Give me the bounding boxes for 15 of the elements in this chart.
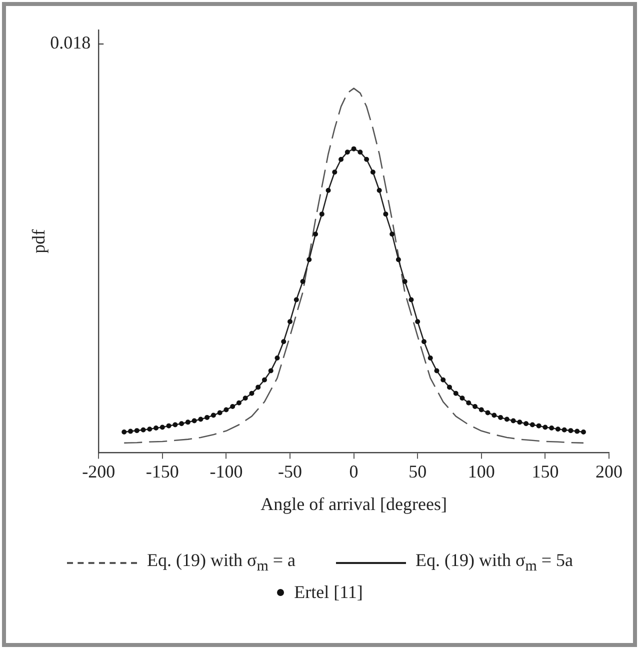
- x-tick-label: 0: [349, 461, 358, 482]
- x-tick-label: 150: [532, 461, 559, 482]
- x-axis-title: Angle of arrival [degrees]: [260, 494, 448, 514]
- legend-label: Eq. (19) with σ$_{m}$ = a: [147, 550, 296, 576]
- y-axis-title: pdf: [28, 229, 49, 254]
- x-tick-label: -150: [146, 461, 179, 482]
- x-tick-label: 50: [408, 461, 427, 482]
- text: 0.018: [50, 32, 91, 53]
- legend-label: Eq. (19) with σ$_{m}$ = 5a: [416, 550, 573, 576]
- x-tick-label: -50: [278, 461, 302, 482]
- x-tick-label: -200: [82, 461, 116, 482]
- legend-label: Ertel [11]: [294, 582, 363, 603]
- x-tick-label: 200: [596, 461, 622, 482]
- x-tick-label: -100: [210, 461, 243, 482]
- x-tick-label: 100: [468, 461, 495, 482]
